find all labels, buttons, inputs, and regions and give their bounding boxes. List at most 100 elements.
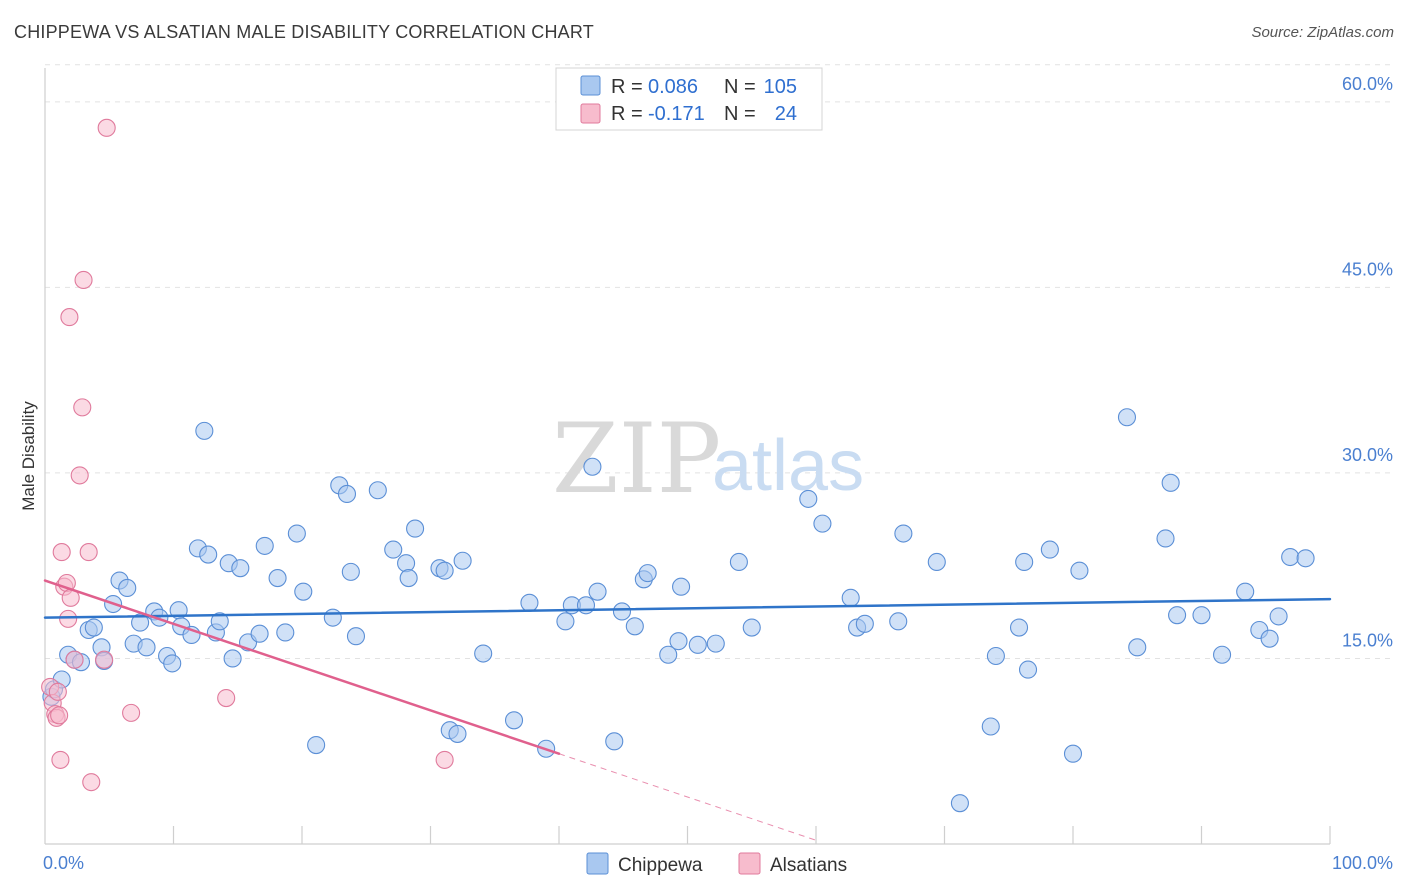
chippewa-point xyxy=(855,614,874,633)
chippewa-point xyxy=(672,577,691,596)
chippewa-point xyxy=(556,612,575,631)
chippewa-point xyxy=(583,457,602,476)
chippewa-point xyxy=(1269,607,1288,626)
chippewa-point xyxy=(346,627,366,646)
chippewa-point xyxy=(659,645,678,664)
chippewa-point xyxy=(1015,552,1034,572)
chippewa-point xyxy=(199,545,218,564)
alsatians-point xyxy=(217,688,236,708)
chippewa-point xyxy=(1070,561,1089,580)
y-tick-label: 30.0% xyxy=(1342,445,1393,465)
chippewa-point xyxy=(1009,618,1029,637)
chippewa-point xyxy=(323,608,342,627)
legend-n-label: N = xyxy=(724,103,756,125)
chippewa-point xyxy=(195,421,214,440)
alsatians-point xyxy=(51,750,70,769)
alsatians-trend-line xyxy=(43,579,561,755)
alsatians-point xyxy=(435,750,454,769)
chippewa-point xyxy=(813,514,832,533)
chippewa-point xyxy=(150,608,169,627)
chippewa-point xyxy=(406,519,425,538)
chippewa-point xyxy=(1128,638,1147,657)
legend-r-alsatians: -0.171 xyxy=(648,103,705,125)
chippewa-point xyxy=(1281,547,1300,567)
chippewa-point xyxy=(1260,629,1279,648)
y-axis-label: Male Disability xyxy=(19,401,38,511)
chippewa-point xyxy=(669,632,688,651)
chippewa-point xyxy=(1156,529,1175,548)
alsatians-point xyxy=(74,270,93,290)
chippewa-point xyxy=(84,618,103,637)
chippewa-point xyxy=(337,484,357,504)
alsatians-point xyxy=(82,773,101,792)
chippewa-point xyxy=(210,612,229,631)
chippewa-point xyxy=(1236,582,1255,601)
source-label: Source: ZipAtlas.com xyxy=(1251,24,1394,41)
chippewa-point xyxy=(1213,645,1232,664)
chippewa-point xyxy=(841,588,860,607)
chippewa-point xyxy=(625,617,644,636)
y-tick-label: 15.0% xyxy=(1342,630,1393,650)
chippewa-point xyxy=(294,582,313,601)
chippewa-point xyxy=(435,561,454,580)
bottom-legend: Chippewa Alsatians xyxy=(586,852,847,876)
legend: R = 0.086 N = 105 R = -0.171 N = 24 xyxy=(555,67,823,131)
alsatians-point xyxy=(59,609,78,628)
watermark-zip: ZIP xyxy=(552,403,721,515)
chippewa-point xyxy=(799,489,818,508)
alsatians-point xyxy=(60,308,79,327)
legend-swatch-alsatians xyxy=(580,103,601,124)
alsatians-point xyxy=(122,703,141,722)
chippewa-point xyxy=(474,644,493,663)
chippewa-point xyxy=(268,569,287,588)
x-ticks xyxy=(172,826,1331,844)
alsatians-point xyxy=(73,398,92,417)
legend-r-label: R = xyxy=(611,76,643,98)
chippewa-point xyxy=(368,481,387,500)
legend-r-chippewa: 0.086 xyxy=(648,76,698,98)
chippewa-point xyxy=(742,618,761,637)
chippewa-point xyxy=(307,735,326,755)
alsatians-points xyxy=(41,118,454,792)
bottom-legend-alsatians: Alsatians xyxy=(770,855,847,876)
chippewa-point xyxy=(889,612,908,631)
alsatians-trend-extension xyxy=(558,753,817,841)
chippewa-point xyxy=(384,540,403,559)
chippewa-point xyxy=(223,649,242,668)
y-tick-label: 60.0% xyxy=(1342,74,1393,94)
chippewa-point xyxy=(287,524,306,543)
chippewa-point xyxy=(520,593,539,612)
alsatians-point xyxy=(97,118,116,137)
chippewa-point xyxy=(605,732,624,751)
chippewa-point xyxy=(453,551,472,570)
chippewa-point xyxy=(276,623,295,642)
alsatians-point xyxy=(95,650,114,669)
bottom-legend-swatch-alsatians xyxy=(738,852,761,875)
chippewa-point xyxy=(894,524,913,543)
chippewa-point xyxy=(576,596,596,615)
chippewa-point xyxy=(927,552,946,572)
chippewa-point xyxy=(1117,408,1137,427)
chippewa-point xyxy=(118,578,137,598)
chippewa-point xyxy=(250,624,269,643)
chippewa-point xyxy=(1161,473,1180,492)
chippewa-point xyxy=(448,724,467,743)
chart-title: CHIPPEWA VS ALSATIAN MALE DISABILITY COR… xyxy=(14,22,594,42)
legend-swatch-chippewa xyxy=(580,75,601,96)
chippewa-point xyxy=(729,552,748,572)
chippewa-point xyxy=(706,634,725,653)
chippewa-point xyxy=(255,536,274,555)
grid-lines xyxy=(45,64,1395,659)
x-tick-label: 100.0% xyxy=(1332,853,1393,873)
x-tick-label: 0.0% xyxy=(43,853,84,873)
chippewa-trend-line xyxy=(43,597,1332,619)
legend-n-alsatians: 24 xyxy=(775,103,797,125)
chippewa-point xyxy=(981,717,1000,736)
chippewa-point xyxy=(986,646,1005,666)
chippewa-point xyxy=(638,564,657,583)
chippewa-point xyxy=(1018,660,1038,679)
chippewa-point xyxy=(399,569,418,588)
chippewa-point xyxy=(131,613,150,632)
y-tick-labels: 15.0% 30.0% 45.0% 60.0% xyxy=(1342,74,1393,651)
